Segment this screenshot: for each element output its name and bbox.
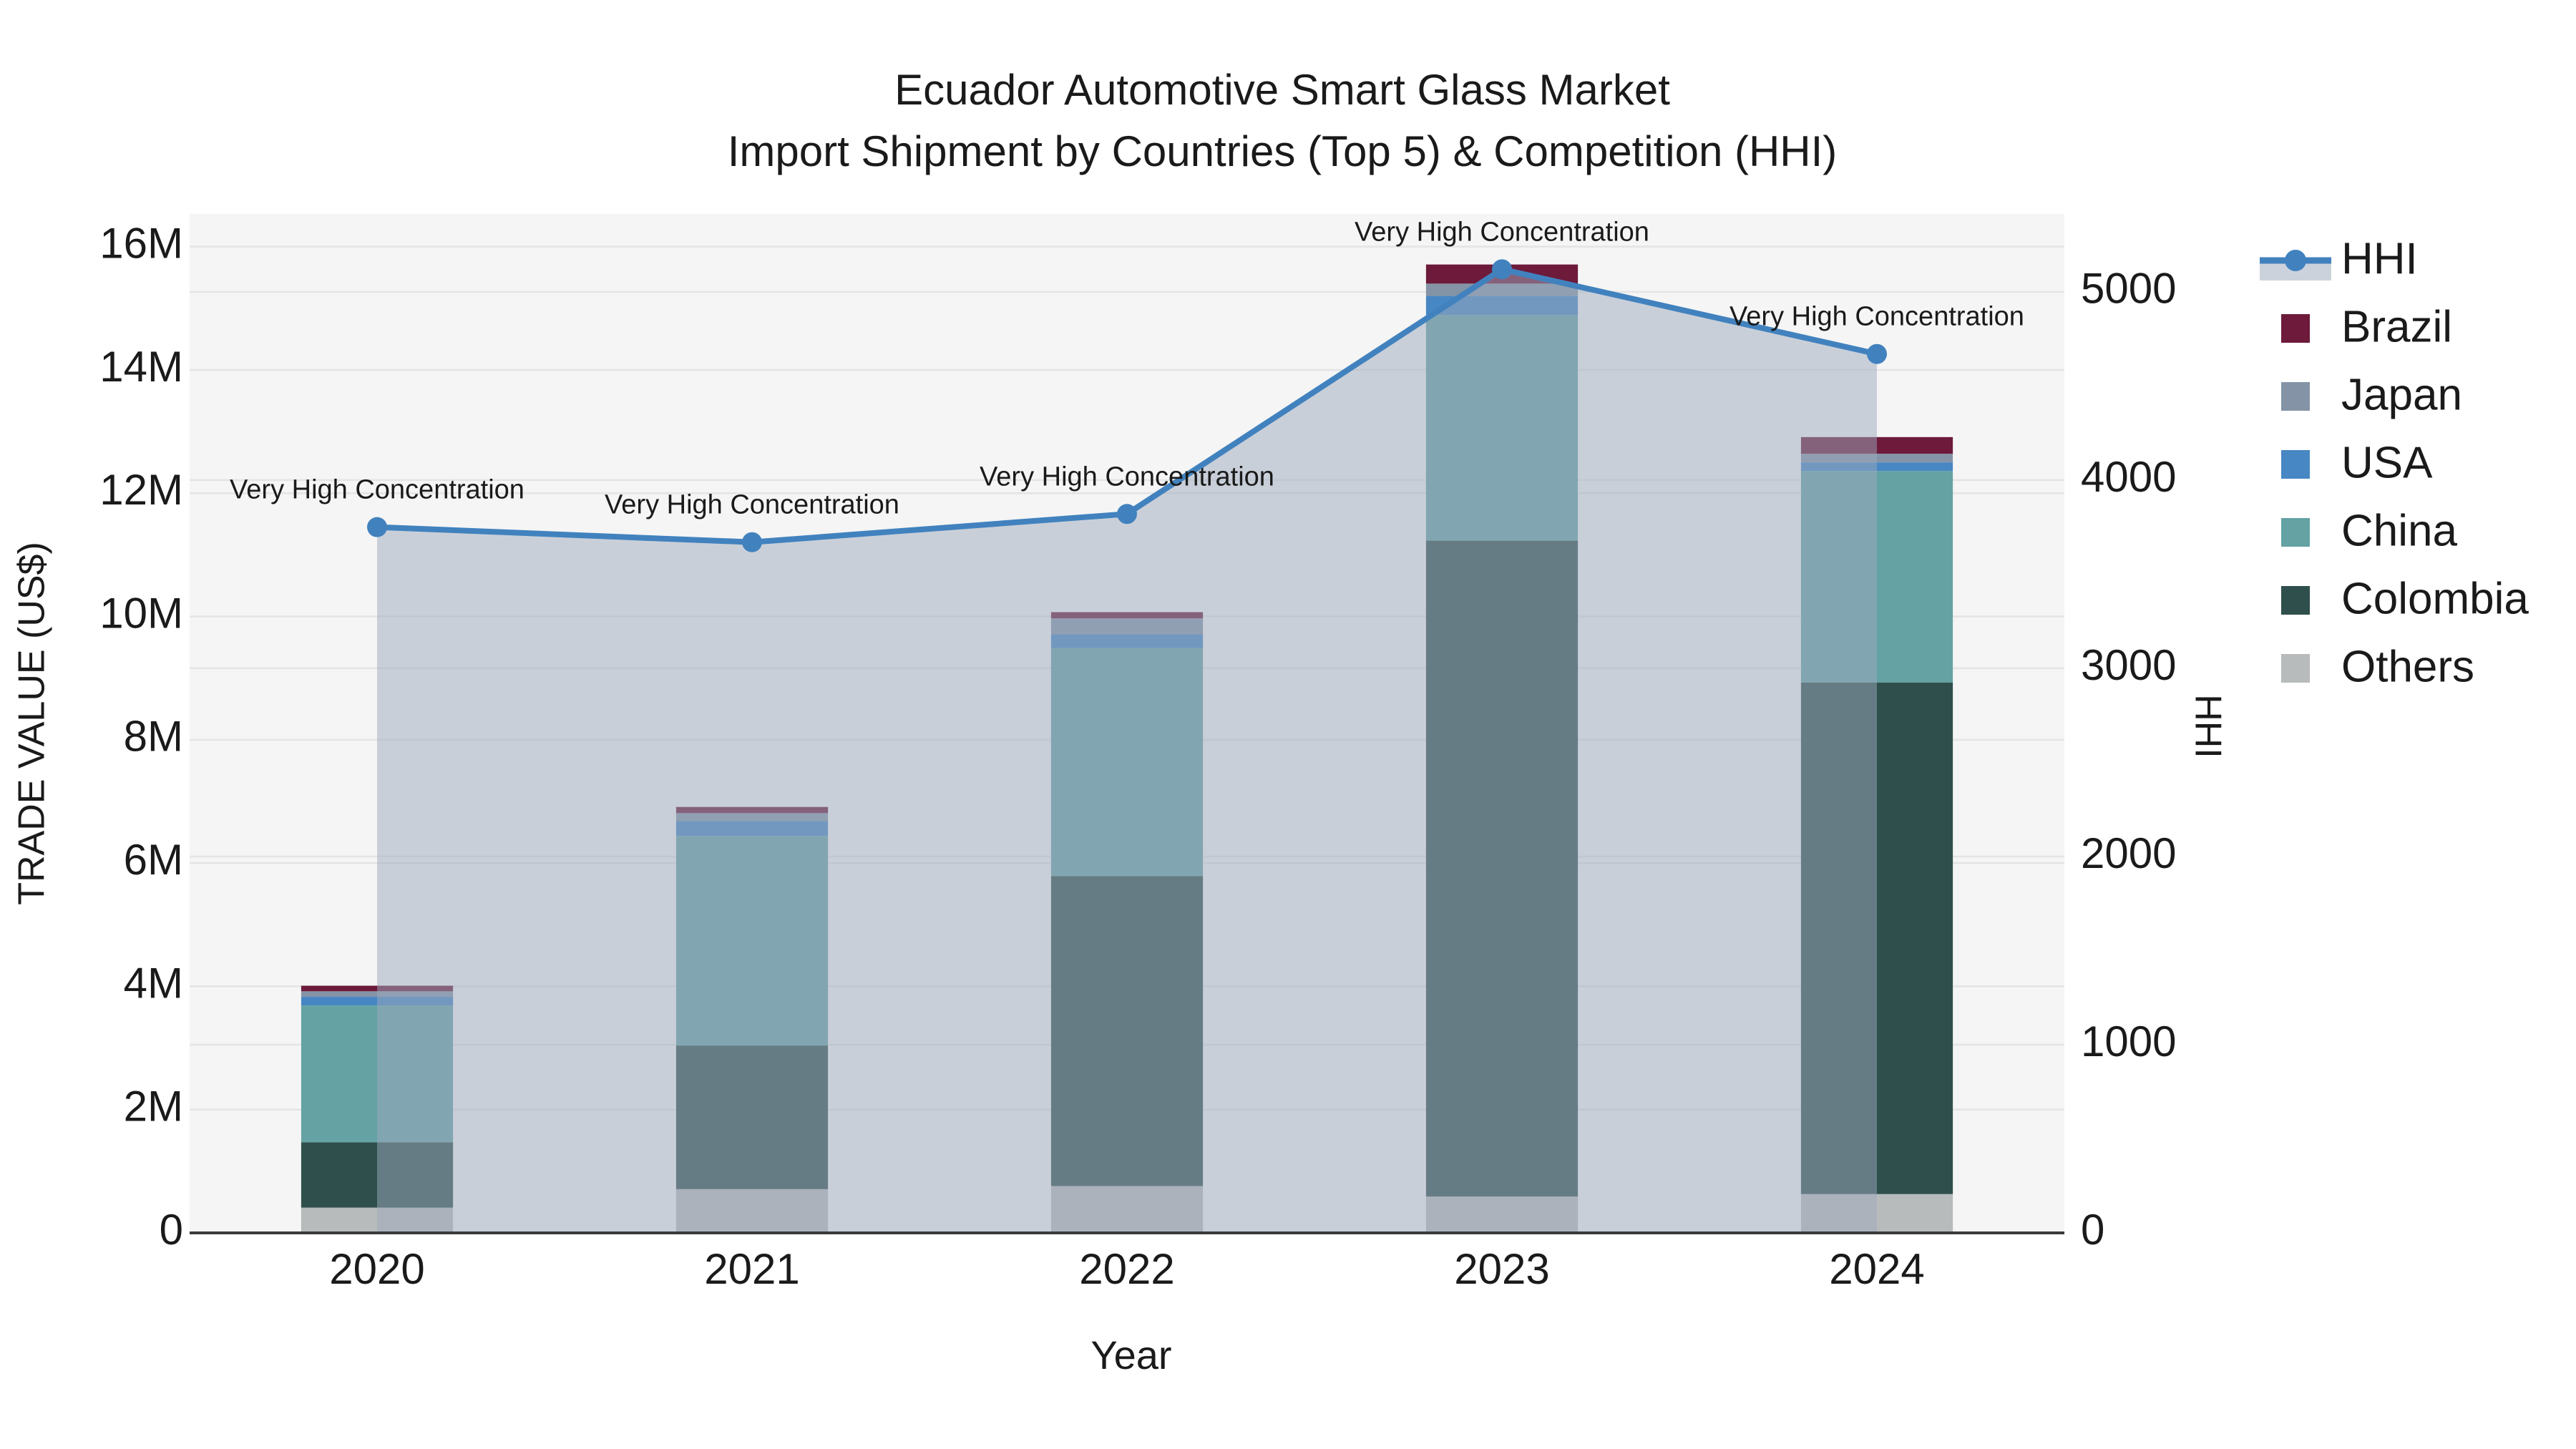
legend: HHI Brazil Japan USA China Colombia Others [2260,234,2529,691]
y-left-tick-12M: 12M [99,466,183,514]
hhi-marker-swatch [2285,250,2306,271]
hhi-marker-2022[interactable] [1117,504,1137,525]
y-right-tick-3000: 3000 [2081,641,2176,689]
legend-item-others[interactable]: Others [2281,642,2474,691]
hhi-marker-2023[interactable] [1492,259,1512,280]
hhi-line-layer [367,259,1887,552]
legend-item-colombia[interactable]: Colombia [2281,574,2529,623]
y-right-axis-title: HHI [2187,694,2228,758]
x-tick-2022: 2022 [1079,1245,1174,1293]
hhi-marker-2021[interactable] [742,532,762,552]
legend-swatch-others [2281,654,2310,683]
x-tick-2024: 2024 [1829,1245,1924,1293]
y-left-tick-16M: 16M [99,220,183,268]
legend-item-hhi[interactable]: HHI [2260,234,2418,283]
y-left-axis-title: TRADE VALUE (US$) [11,542,53,905]
legend-swatch-colombia [2281,586,2310,615]
y-left-tick-6M: 6M [124,836,183,884]
annotation-2023: Very High Concentration [1355,217,1649,247]
legend-swatch-japan [2281,382,2310,411]
y-right-tick-2000: 2000 [2081,829,2176,877]
y-right-tick-4000: 4000 [2081,453,2176,501]
legend-label-brazil: Brazil [2341,302,2452,351]
legend-swatch-usa [2281,450,2310,479]
y-left-tick-4M: 4M [124,959,183,1007]
axes-layer: 0 2M 4M 6M 8M 10M 12M 14M 16M 0 1000 2000 3000 4000 50… [99,220,2176,1293]
chart-title-line1: Ecuador Automotive Smart Glass Market [894,66,1670,114]
x-tick-2021: 2021 [704,1245,799,1293]
legend-label-japan: Japan [2341,370,2462,419]
annotation-2020: Very High Concentration [230,475,525,505]
hhi-marker-2024[interactable] [1867,343,1887,364]
y-right-tick-0: 0 [2081,1206,2104,1254]
y-left-tick-10M: 10M [99,589,183,637]
annotation-2022: Very High Concentration [980,462,1274,492]
legend-label-others: Others [2341,642,2474,691]
x-axis-title: Year [1091,1332,1171,1377]
y-left-tick-8M: 8M [124,713,183,761]
x-tick-2023: 2023 [1454,1245,1549,1293]
legend-item-japan[interactable]: Japan [2281,370,2462,419]
annotation-2024: Very High Concentration [1729,302,2024,332]
annotation-2021: Very High Concentration [605,490,899,520]
y-left-tick-2M: 2M [124,1083,183,1131]
legend-swatch-china [2281,518,2310,547]
legend-label-colombia: Colombia [2341,574,2529,623]
legend-label-usa: USA [2341,438,2433,487]
y-left-tick-0: 0 [160,1206,183,1254]
chart-title-line2: Import Shipment by Countries (Top 5) & C… [728,127,1838,175]
legend-item-china[interactable]: China [2281,506,2458,555]
hhi-area-fill [377,269,1877,1234]
legend-label-hhi: HHI [2341,234,2418,283]
y-right-tick-1000: 1000 [2081,1018,2176,1065]
y-left-tick-14M: 14M [99,343,183,391]
y-right-tick-5000: 5000 [2081,265,2176,313]
hhi-area-fill-layer [377,269,1877,1234]
annotations-layer: Very High Concentration Very High Concent… [230,217,2024,519]
x-tick-2020: 2020 [329,1245,424,1293]
legend-label-china: China [2341,506,2458,555]
legend-item-brazil[interactable]: Brazil [2281,302,2452,351]
legend-item-usa[interactable]: USA [2281,438,2433,487]
legend-swatch-brazil [2281,314,2310,343]
hhi-marker-2020[interactable] [367,517,387,537]
